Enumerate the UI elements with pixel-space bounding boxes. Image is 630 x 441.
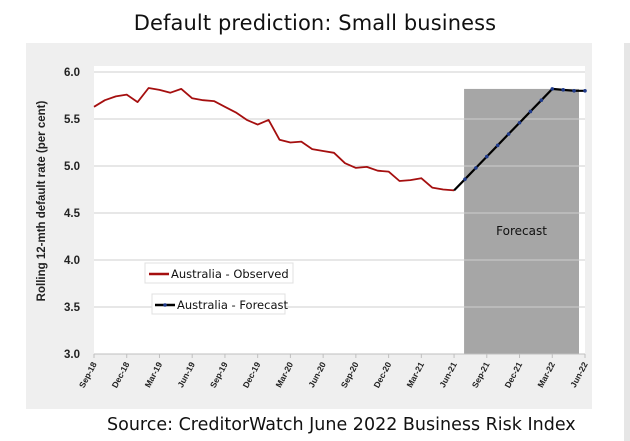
x-tick-label-7: Jun-20	[306, 360, 328, 389]
legend-box-forecast	[151, 293, 286, 315]
series-marker-1-5	[506, 132, 511, 136]
x-tick-label-0: Sep-18	[77, 360, 99, 390]
y-tick-label-2: 4.0	[64, 255, 80, 267]
series-marker-1-8	[539, 98, 544, 102]
x-tick-label-9: Dec-20	[371, 360, 393, 390]
series-marker-1-11	[572, 89, 576, 93]
series-line-0	[93, 87, 455, 192]
x-tick-label-11: Jun-21	[437, 360, 459, 389]
x-tick-label-8: Sep-20	[339, 360, 361, 390]
y-axis-title: Rolling 12-mth default rate (per cent)	[36, 101, 48, 302]
legend-marker-forecast	[163, 303, 167, 307]
forecast-label: Forecast	[496, 224, 547, 238]
y-tick-label-0: 3.0	[64, 349, 80, 361]
x-tick-label-13: Dec-21	[502, 360, 524, 390]
x-tick-label-4: Sep-19	[208, 360, 230, 390]
y-tick-label-5: 5.5	[64, 114, 81, 126]
page-edge	[624, 43, 630, 441]
x-tick-label-10: Mar-21	[404, 360, 426, 389]
x-tick-label-12: Sep-21	[470, 360, 492, 390]
x-tick-label-6: Mar-20	[273, 360, 295, 389]
series-marker-1-6	[517, 120, 522, 125]
legend-box-observed	[144, 262, 294, 284]
y-tick-label-3: 4.5	[64, 208, 81, 220]
y-tick-label-6: 6.0	[64, 67, 80, 79]
x-tick-label-2: Mar-19	[143, 360, 165, 389]
x-tick-label-15: Jun-22	[568, 360, 590, 389]
x-tick-label-14: Mar-22	[535, 360, 557, 389]
series-marker-1-3	[485, 154, 489, 159]
series-marker-1-7	[528, 109, 533, 114]
series-marker-1-12	[583, 89, 587, 93]
series-marker-1-9	[550, 87, 555, 91]
x-tick-label-5: Dec-19	[241, 360, 263, 390]
x-tick-label-3: Jun-19	[175, 360, 197, 389]
legend-label-observed: Australia - Observed	[171, 267, 289, 281]
y-tick-label-1: 3.5	[64, 302, 81, 314]
series-marker-1-10	[561, 88, 565, 92]
legend-label-forecast: Australia - Forecast	[177, 298, 288, 312]
y-tick-label-4: 5.0	[64, 161, 80, 173]
series-marker-1-2	[474, 166, 478, 170]
series-marker-1-4	[495, 143, 500, 148]
chart-title: Default prediction: Small business	[133, 11, 497, 35]
x-tick-label-1: Dec-18	[110, 360, 132, 390]
series-marker-1-1	[463, 177, 467, 181]
source-note: Source: CreditorWatch June 2022 Business…	[107, 415, 576, 435]
forecast-region	[464, 88, 579, 355]
